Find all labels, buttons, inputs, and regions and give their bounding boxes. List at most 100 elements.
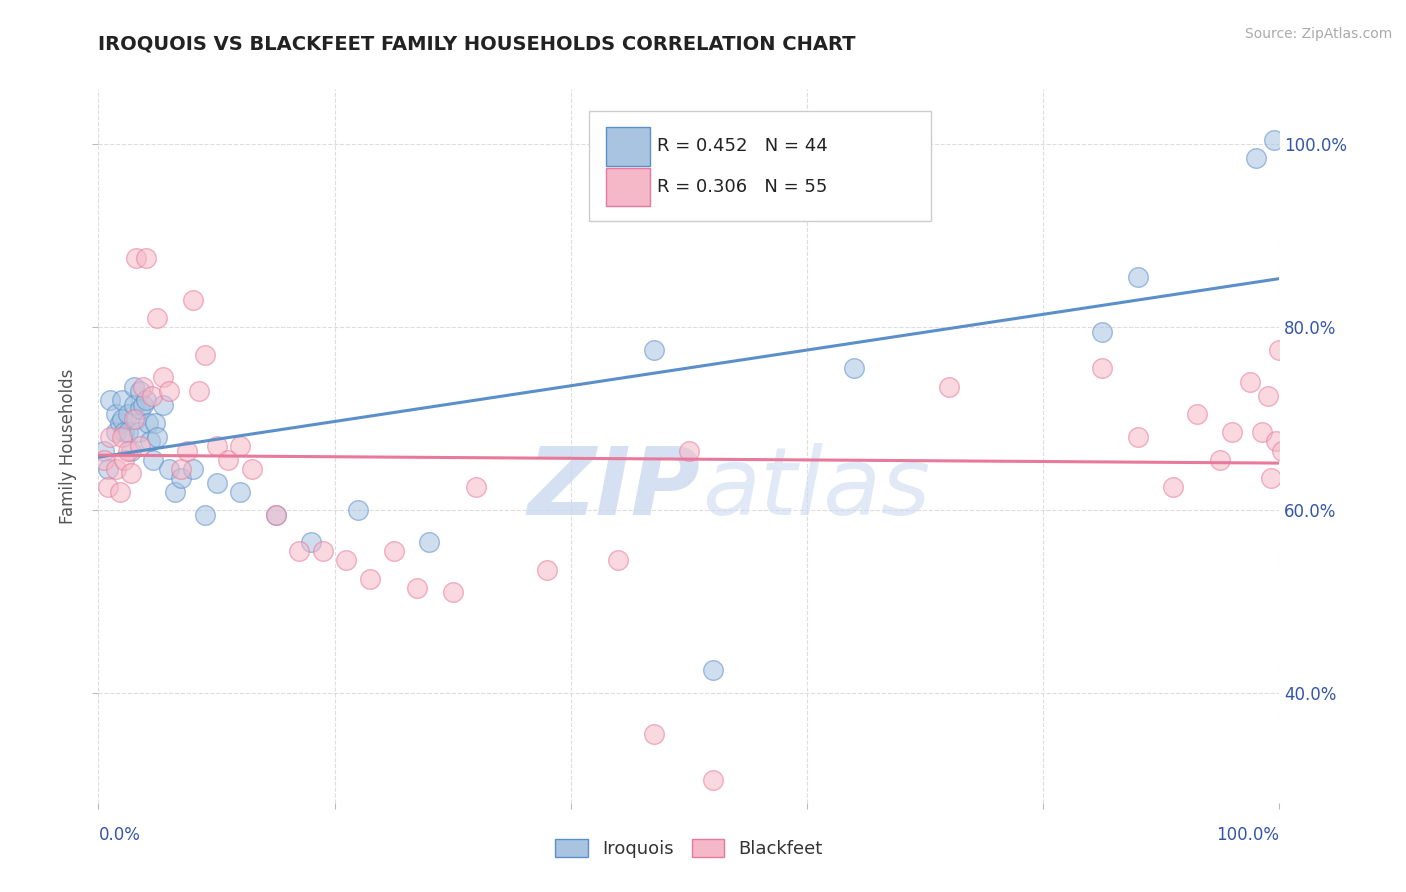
Point <box>121 443 143 458</box>
Point <box>122 398 145 412</box>
Point <box>139 434 162 449</box>
Point <box>176 443 198 458</box>
Point <box>111 393 134 408</box>
Point <box>122 379 145 393</box>
Point <box>111 411 134 425</box>
Point <box>1220 425 1243 440</box>
Point <box>135 252 157 266</box>
Point <box>702 663 724 677</box>
Point <box>146 430 169 444</box>
Point <box>1239 375 1261 389</box>
Text: R = 0.306   N = 55: R = 0.306 N = 55 <box>657 178 827 196</box>
Point <box>1091 361 1114 376</box>
Text: 100.0%: 100.0% <box>1216 826 1279 844</box>
Text: Source: ZipAtlas.com: Source: ZipAtlas.com <box>1244 27 1392 41</box>
Point <box>170 471 193 485</box>
Point <box>152 398 174 412</box>
Point <box>441 585 464 599</box>
Point <box>135 393 157 408</box>
Point <box>93 452 115 467</box>
Point <box>105 407 128 421</box>
Text: IROQUOIS VS BLACKFEET FAMILY HOUSEHOLDS CORRELATION CHART: IROQUOIS VS BLACKFEET FAMILY HOUSEHOLDS … <box>98 35 856 54</box>
Point <box>141 389 163 403</box>
Point <box>1250 425 1272 440</box>
Point <box>702 772 724 787</box>
Point <box>240 462 263 476</box>
Point <box>678 443 700 458</box>
Point <box>465 480 488 494</box>
Text: atlas: atlas <box>702 443 931 534</box>
Point <box>194 508 217 522</box>
Point <box>1091 325 1114 339</box>
Text: ZIP: ZIP <box>527 442 700 535</box>
Point <box>112 425 135 440</box>
Point <box>312 544 335 558</box>
Point <box>844 361 866 376</box>
Text: 0.0%: 0.0% <box>98 826 141 844</box>
Legend: Iroquois, Blackfeet: Iroquois, Blackfeet <box>548 831 830 865</box>
Point <box>406 581 429 595</box>
FancyBboxPatch shape <box>606 127 650 166</box>
Point <box>97 462 120 476</box>
Point <box>643 727 665 741</box>
Point <box>132 398 155 412</box>
Point <box>194 347 217 361</box>
Point <box>170 462 193 476</box>
Point <box>1260 471 1282 485</box>
Point <box>98 430 121 444</box>
Point <box>122 411 145 425</box>
Point <box>938 379 960 393</box>
Point <box>264 508 287 522</box>
Point <box>536 562 558 576</box>
Point <box>136 416 159 430</box>
Point <box>181 293 204 307</box>
Point <box>1126 430 1149 444</box>
Point <box>117 407 139 421</box>
Point <box>1263 132 1285 146</box>
Point <box>229 484 252 499</box>
Point <box>157 462 180 476</box>
Point <box>264 508 287 522</box>
Point <box>1268 343 1291 357</box>
Y-axis label: Family Households: Family Households <box>59 368 77 524</box>
Point <box>98 393 121 408</box>
Point <box>93 443 115 458</box>
Point <box>128 439 150 453</box>
FancyBboxPatch shape <box>606 168 650 206</box>
Text: R = 0.452   N = 44: R = 0.452 N = 44 <box>657 137 828 155</box>
Point <box>229 439 252 453</box>
Point <box>111 430 134 444</box>
Point <box>165 484 187 499</box>
Point <box>217 452 239 467</box>
Point <box>1185 407 1208 421</box>
Point <box>643 343 665 357</box>
Point <box>1257 389 1279 403</box>
Point <box>205 439 228 453</box>
Point <box>359 572 381 586</box>
Point <box>205 475 228 490</box>
Point <box>347 503 370 517</box>
Point <box>128 402 150 417</box>
Point <box>105 425 128 440</box>
Point <box>607 553 630 567</box>
Point <box>187 384 209 398</box>
Point <box>112 452 135 467</box>
Point <box>108 484 131 499</box>
Point <box>105 462 128 476</box>
Point <box>132 379 155 393</box>
Point <box>1209 452 1232 467</box>
Point <box>146 310 169 325</box>
Point <box>128 384 150 398</box>
Point <box>1264 434 1286 449</box>
Point <box>1271 443 1294 458</box>
Point <box>128 425 150 440</box>
Point <box>125 411 148 425</box>
Point <box>117 443 139 458</box>
Point <box>108 416 131 430</box>
Point <box>157 384 180 398</box>
Point <box>125 252 148 266</box>
Point <box>97 480 120 494</box>
Point <box>142 452 165 467</box>
Point <box>143 416 166 430</box>
Point <box>382 544 405 558</box>
